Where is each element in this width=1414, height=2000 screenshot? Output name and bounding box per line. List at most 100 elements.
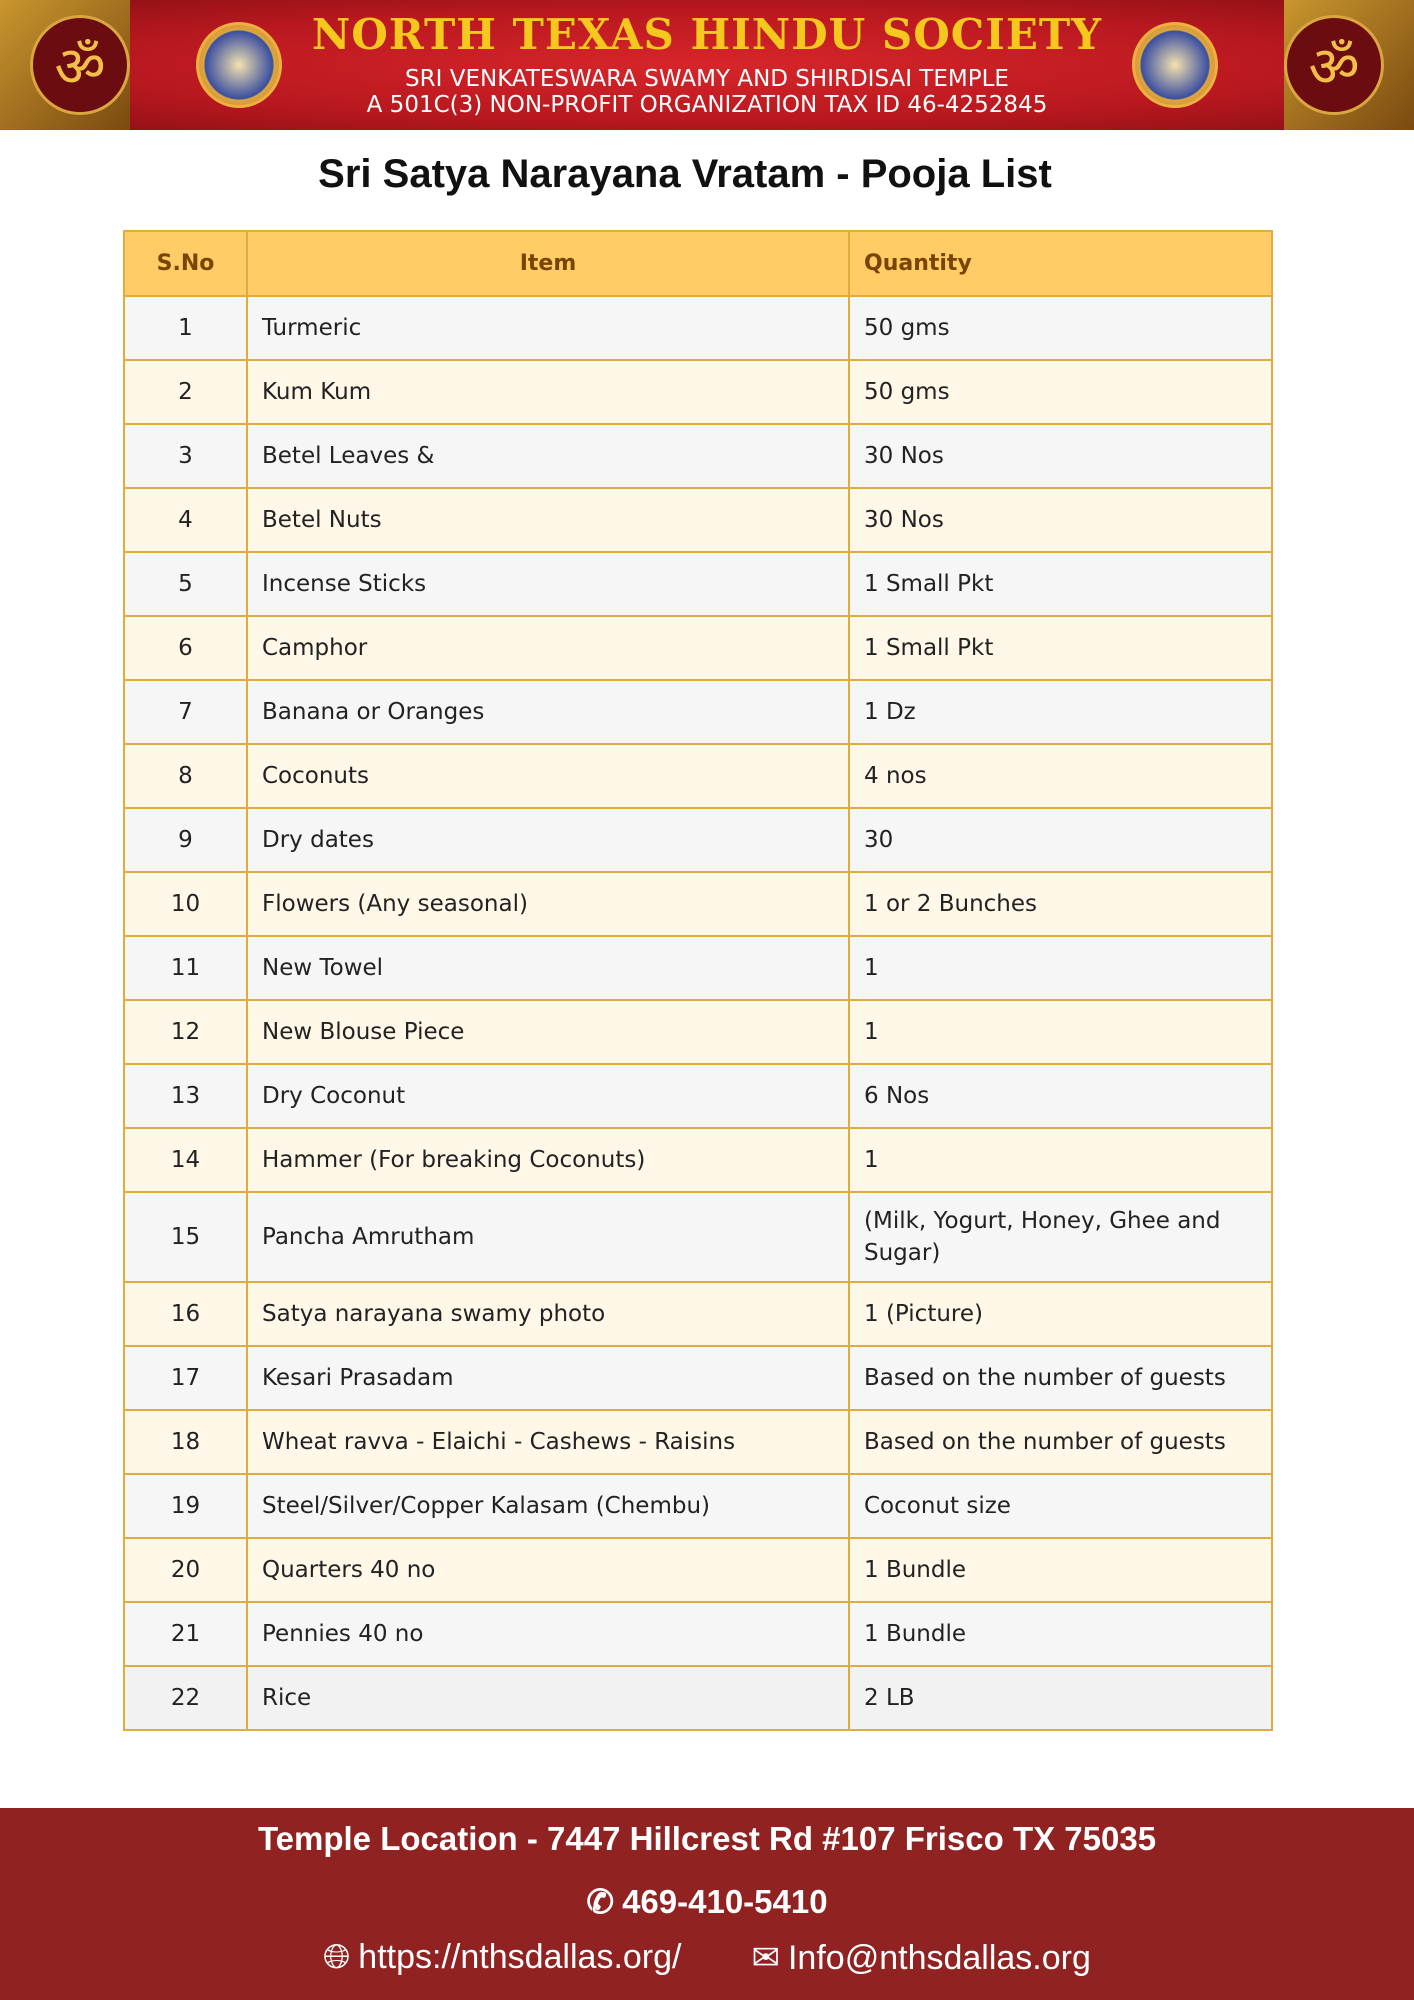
cell-quantity: 1 Bundle — [848, 1601, 1273, 1667]
table-row: 22 Rice 2 LB — [123, 1665, 1273, 1731]
table-row: 1 Turmeric 50 gms — [123, 295, 1273, 361]
cell-item: Incense Sticks — [246, 551, 850, 617]
cell-item: Flowers (Any seasonal) — [246, 871, 850, 937]
contact-links: 🌐︎ https://nthsdallas.org/ ✉ Info@nthsdall… — [0, 1938, 1414, 1978]
table-row: 16 Satya narayana swamy photo 1 (Picture) — [123, 1281, 1273, 1347]
mail-icon: ✉ — [751, 1939, 780, 1977]
cell-quantity: Based on the number of guests — [848, 1409, 1273, 1475]
cell-item: Turmeric — [246, 295, 850, 361]
cell-sno: 10 — [123, 871, 248, 937]
cell-sno: 2 — [123, 359, 248, 425]
phone-icon: ✆ — [586, 1883, 615, 1920]
cell-item: Betel Leaves & — [246, 423, 850, 489]
table-header-row: S.No Item Quantity — [123, 230, 1273, 297]
cell-quantity: 50 gms — [848, 295, 1273, 361]
cell-quantity: Based on the number of guests — [848, 1345, 1273, 1411]
table-row: 5 Incense Sticks 1 Small Pkt — [123, 551, 1273, 617]
table-row: 7 Banana or Oranges 1 Dz — [123, 679, 1273, 745]
cell-sno: 6 — [123, 615, 248, 681]
table-row: 9 Dry dates 30 — [123, 807, 1273, 873]
cell-quantity: 30 Nos — [848, 487, 1273, 553]
cell-item: Betel Nuts — [246, 487, 850, 553]
cell-sno: 17 — [123, 1345, 248, 1411]
cell-quantity: (Milk, Yogurt, Honey, Ghee and Sugar) — [848, 1191, 1273, 1283]
cell-quantity: 50 gms — [848, 359, 1273, 425]
cell-item: Kesari Prasadam — [246, 1345, 850, 1411]
table-row: 13 Dry Coconut 6 Nos — [123, 1063, 1273, 1129]
cell-item: Coconuts — [246, 743, 850, 809]
cell-quantity: 30 Nos — [848, 423, 1273, 489]
cell-item: Steel/Silver/Copper Kalasam (Chembu) — [246, 1473, 850, 1539]
cell-quantity: 1 Dz — [848, 679, 1273, 745]
cell-sno: 18 — [123, 1409, 248, 1475]
cell-quantity: 1 Bundle — [848, 1537, 1273, 1603]
cell-quantity: 4 nos — [848, 743, 1273, 809]
cell-item: Hammer (For breaking Coconuts) — [246, 1127, 850, 1193]
org-name: NORTH TEXAS HINDU SOCIETY — [311, 10, 1103, 59]
phone-number[interactable]: 469-410-5410 — [622, 1883, 828, 1920]
table-row: 19 Steel/Silver/Copper Kalasam (Chembu) Co… — [123, 1473, 1273, 1539]
cell-sno: 4 — [123, 487, 248, 553]
org-tax-id: A 501C(3) NON-PROFIT ORGANIZATION TAX ID… — [366, 92, 1048, 118]
cell-item: Camphor — [246, 615, 850, 681]
cell-item: Kum Kum — [246, 359, 850, 425]
cell-item: Rice — [246, 1665, 850, 1731]
deity-image-left — [196, 22, 282, 108]
table-row: 3 Betel Leaves & 30 Nos — [123, 423, 1273, 489]
cell-quantity: 2 LB — [848, 1665, 1273, 1731]
phone-line: ✆ 469-410-5410 — [0, 1882, 1414, 1921]
cell-quantity: 30 — [848, 807, 1273, 873]
cell-sno: 13 — [123, 1063, 248, 1129]
cell-sno: 11 — [123, 935, 248, 1001]
cell-item: Dry dates — [246, 807, 850, 873]
globe-icon: 🌐︎ — [323, 1938, 351, 1976]
cell-quantity: 1 Small Pkt — [848, 615, 1273, 681]
cell-sno: 12 — [123, 999, 248, 1065]
footer: Temple Location - 7447 Hillcrest Rd #107… — [0, 1808, 1414, 2000]
cell-sno: 3 — [123, 423, 248, 489]
om-icon: ॐ — [1284, 15, 1384, 115]
table-row: 14 Hammer (For breaking Coconuts) 1 — [123, 1127, 1273, 1193]
cell-sno: 1 — [123, 295, 248, 361]
header-quantity: Quantity — [848, 230, 1273, 297]
table-row: 15 Pancha Amrutham (Milk, Yogurt, Honey, G… — [123, 1191, 1273, 1283]
cell-item: Satya narayana swamy photo — [246, 1281, 850, 1347]
org-subtitle: SRI VENKATESWARA SWAMY AND SHIRDISAI TEM… — [405, 66, 1009, 92]
cell-item: New Towel — [246, 935, 850, 1001]
cell-item: Quarters 40 no — [246, 1537, 850, 1603]
table-row: 18 Wheat ravva - Elaichi - Cashews - Rais… — [123, 1409, 1273, 1475]
table-row: 11 New Towel 1 — [123, 935, 1273, 1001]
table-row: 21 Pennies 40 no 1 Bundle — [123, 1601, 1273, 1667]
website-link[interactable]: https://nthsdallas.org/ — [358, 1938, 682, 1976]
table-row: 2 Kum Kum 50 gms — [123, 359, 1273, 425]
deity-image-right — [1132, 22, 1218, 108]
cell-quantity: 1 — [848, 1127, 1273, 1193]
cell-quantity: 1 — [848, 999, 1273, 1065]
om-icon: ॐ — [30, 15, 130, 115]
table-row: 10 Flowers (Any seasonal) 1 or 2 Bunches — [123, 871, 1273, 937]
email-address[interactable]: Info@nthsdallas.org — [787, 1939, 1091, 1977]
cell-item: Banana or Oranges — [246, 679, 850, 745]
cell-quantity: 1 Small Pkt — [848, 551, 1273, 617]
pooja-list-table: S.No Item Quantity 1 Turmeric 50 gms 2 Kum K… — [123, 230, 1273, 1731]
cell-sno: 22 — [123, 1665, 248, 1731]
table-row: 4 Betel Nuts 30 Nos — [123, 487, 1273, 553]
cell-item: Pennies 40 no — [246, 1601, 850, 1667]
cell-sno: 15 — [123, 1191, 248, 1283]
cell-sno: 8 — [123, 743, 248, 809]
table-row: 17 Kesari Prasadam Based on the number of … — [123, 1345, 1273, 1411]
header-sno: S.No — [123, 230, 248, 297]
cell-sno: 14 — [123, 1127, 248, 1193]
table-row: 6 Camphor 1 Small Pkt — [123, 615, 1273, 681]
cell-quantity: Coconut size — [848, 1473, 1273, 1539]
cell-sno: 21 — [123, 1601, 248, 1667]
cell-sno: 5 — [123, 551, 248, 617]
cell-quantity: 1 (Picture) — [848, 1281, 1273, 1347]
temple-address: Temple Location - 7447 Hillcrest Rd #107… — [257, 1820, 1157, 1857]
cell-sno: 7 — [123, 679, 248, 745]
cell-quantity: 6 Nos — [848, 1063, 1273, 1129]
cell-quantity: 1 or 2 Bunches — [848, 871, 1273, 937]
table-row: 12 New Blouse Piece 1 — [123, 999, 1273, 1065]
cell-sno: 16 — [123, 1281, 248, 1347]
table-row: 8 Coconuts 4 nos — [123, 743, 1273, 809]
